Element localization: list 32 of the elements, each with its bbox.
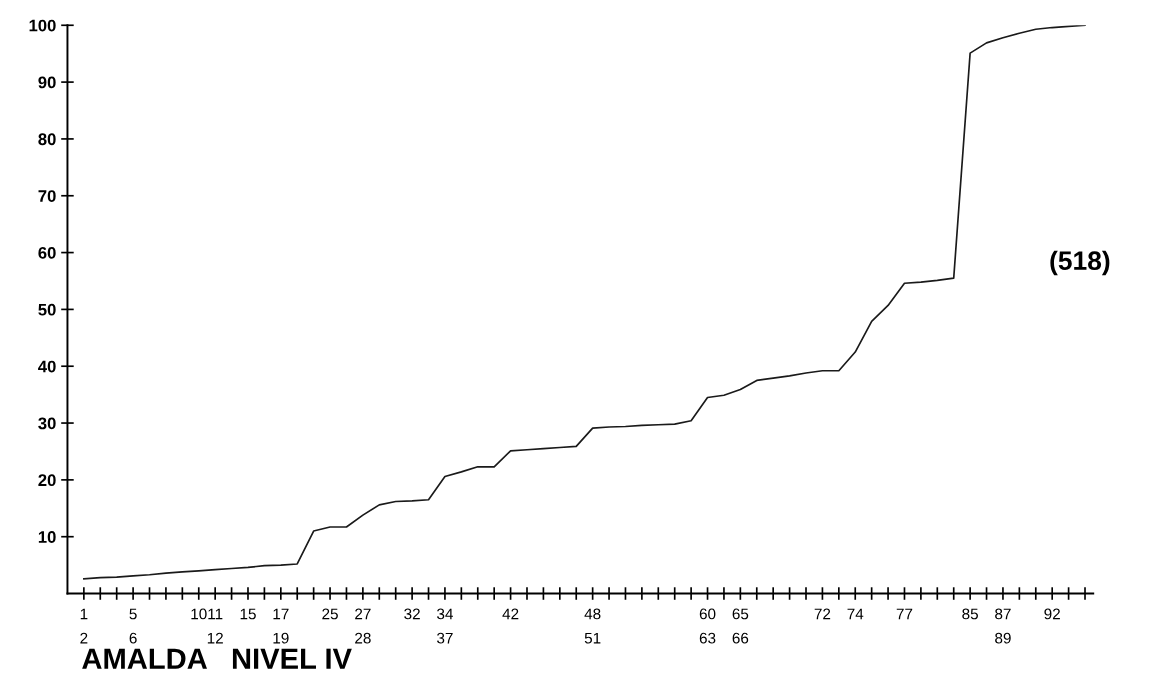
- y-tick-label: 60: [38, 246, 56, 259]
- x-tick-label: 48 51: [584, 608, 601, 644]
- x-tick-label: 27 28: [355, 608, 371, 644]
- x-tick-label: 87 89: [995, 608, 1011, 644]
- y-tick-label: 50: [38, 303, 56, 316]
- y-tick-label: 90: [38, 76, 56, 89]
- y-tick-label: 40: [38, 360, 56, 373]
- annotation: (518): [1050, 250, 1110, 276]
- x-tick-label: 34 37: [437, 608, 453, 644]
- y-tick-label: 100: [29, 19, 56, 32]
- x-tick-label: 5 6: [129, 608, 137, 644]
- y-tick-label: 20: [38, 474, 56, 487]
- x-tick-label: 32: [404, 608, 420, 620]
- y-tick-label: 70: [38, 190, 56, 202]
- x-tick-label: 1 2: [80, 608, 88, 644]
- x-tick-label: 74: [847, 608, 864, 620]
- x-tick-label: 60 63: [699, 608, 716, 644]
- x-tick-label: 10: [191, 608, 207, 620]
- y-tick-label: 10: [38, 531, 56, 543]
- y-tick-label: 30: [38, 417, 56, 430]
- x-tick-label: 15: [240, 608, 256, 620]
- x-tick-label: 42: [502, 608, 519, 620]
- x-tick-label: 65 66: [732, 608, 749, 644]
- x-tick-label: 72: [814, 608, 831, 620]
- x-tick-label: 92: [1044, 608, 1060, 620]
- x-tick-label: 77: [896, 608, 913, 620]
- x-tick-label: 25: [322, 608, 338, 620]
- x-tick-label: 85: [962, 608, 978, 620]
- y-tick-label: 80: [38, 133, 56, 146]
- text: AMALDA NIVEL IV: [82, 648, 352, 669]
- x-tick-label: 11 12: [207, 608, 223, 644]
- x-tick-label: 17 19: [273, 608, 289, 644]
